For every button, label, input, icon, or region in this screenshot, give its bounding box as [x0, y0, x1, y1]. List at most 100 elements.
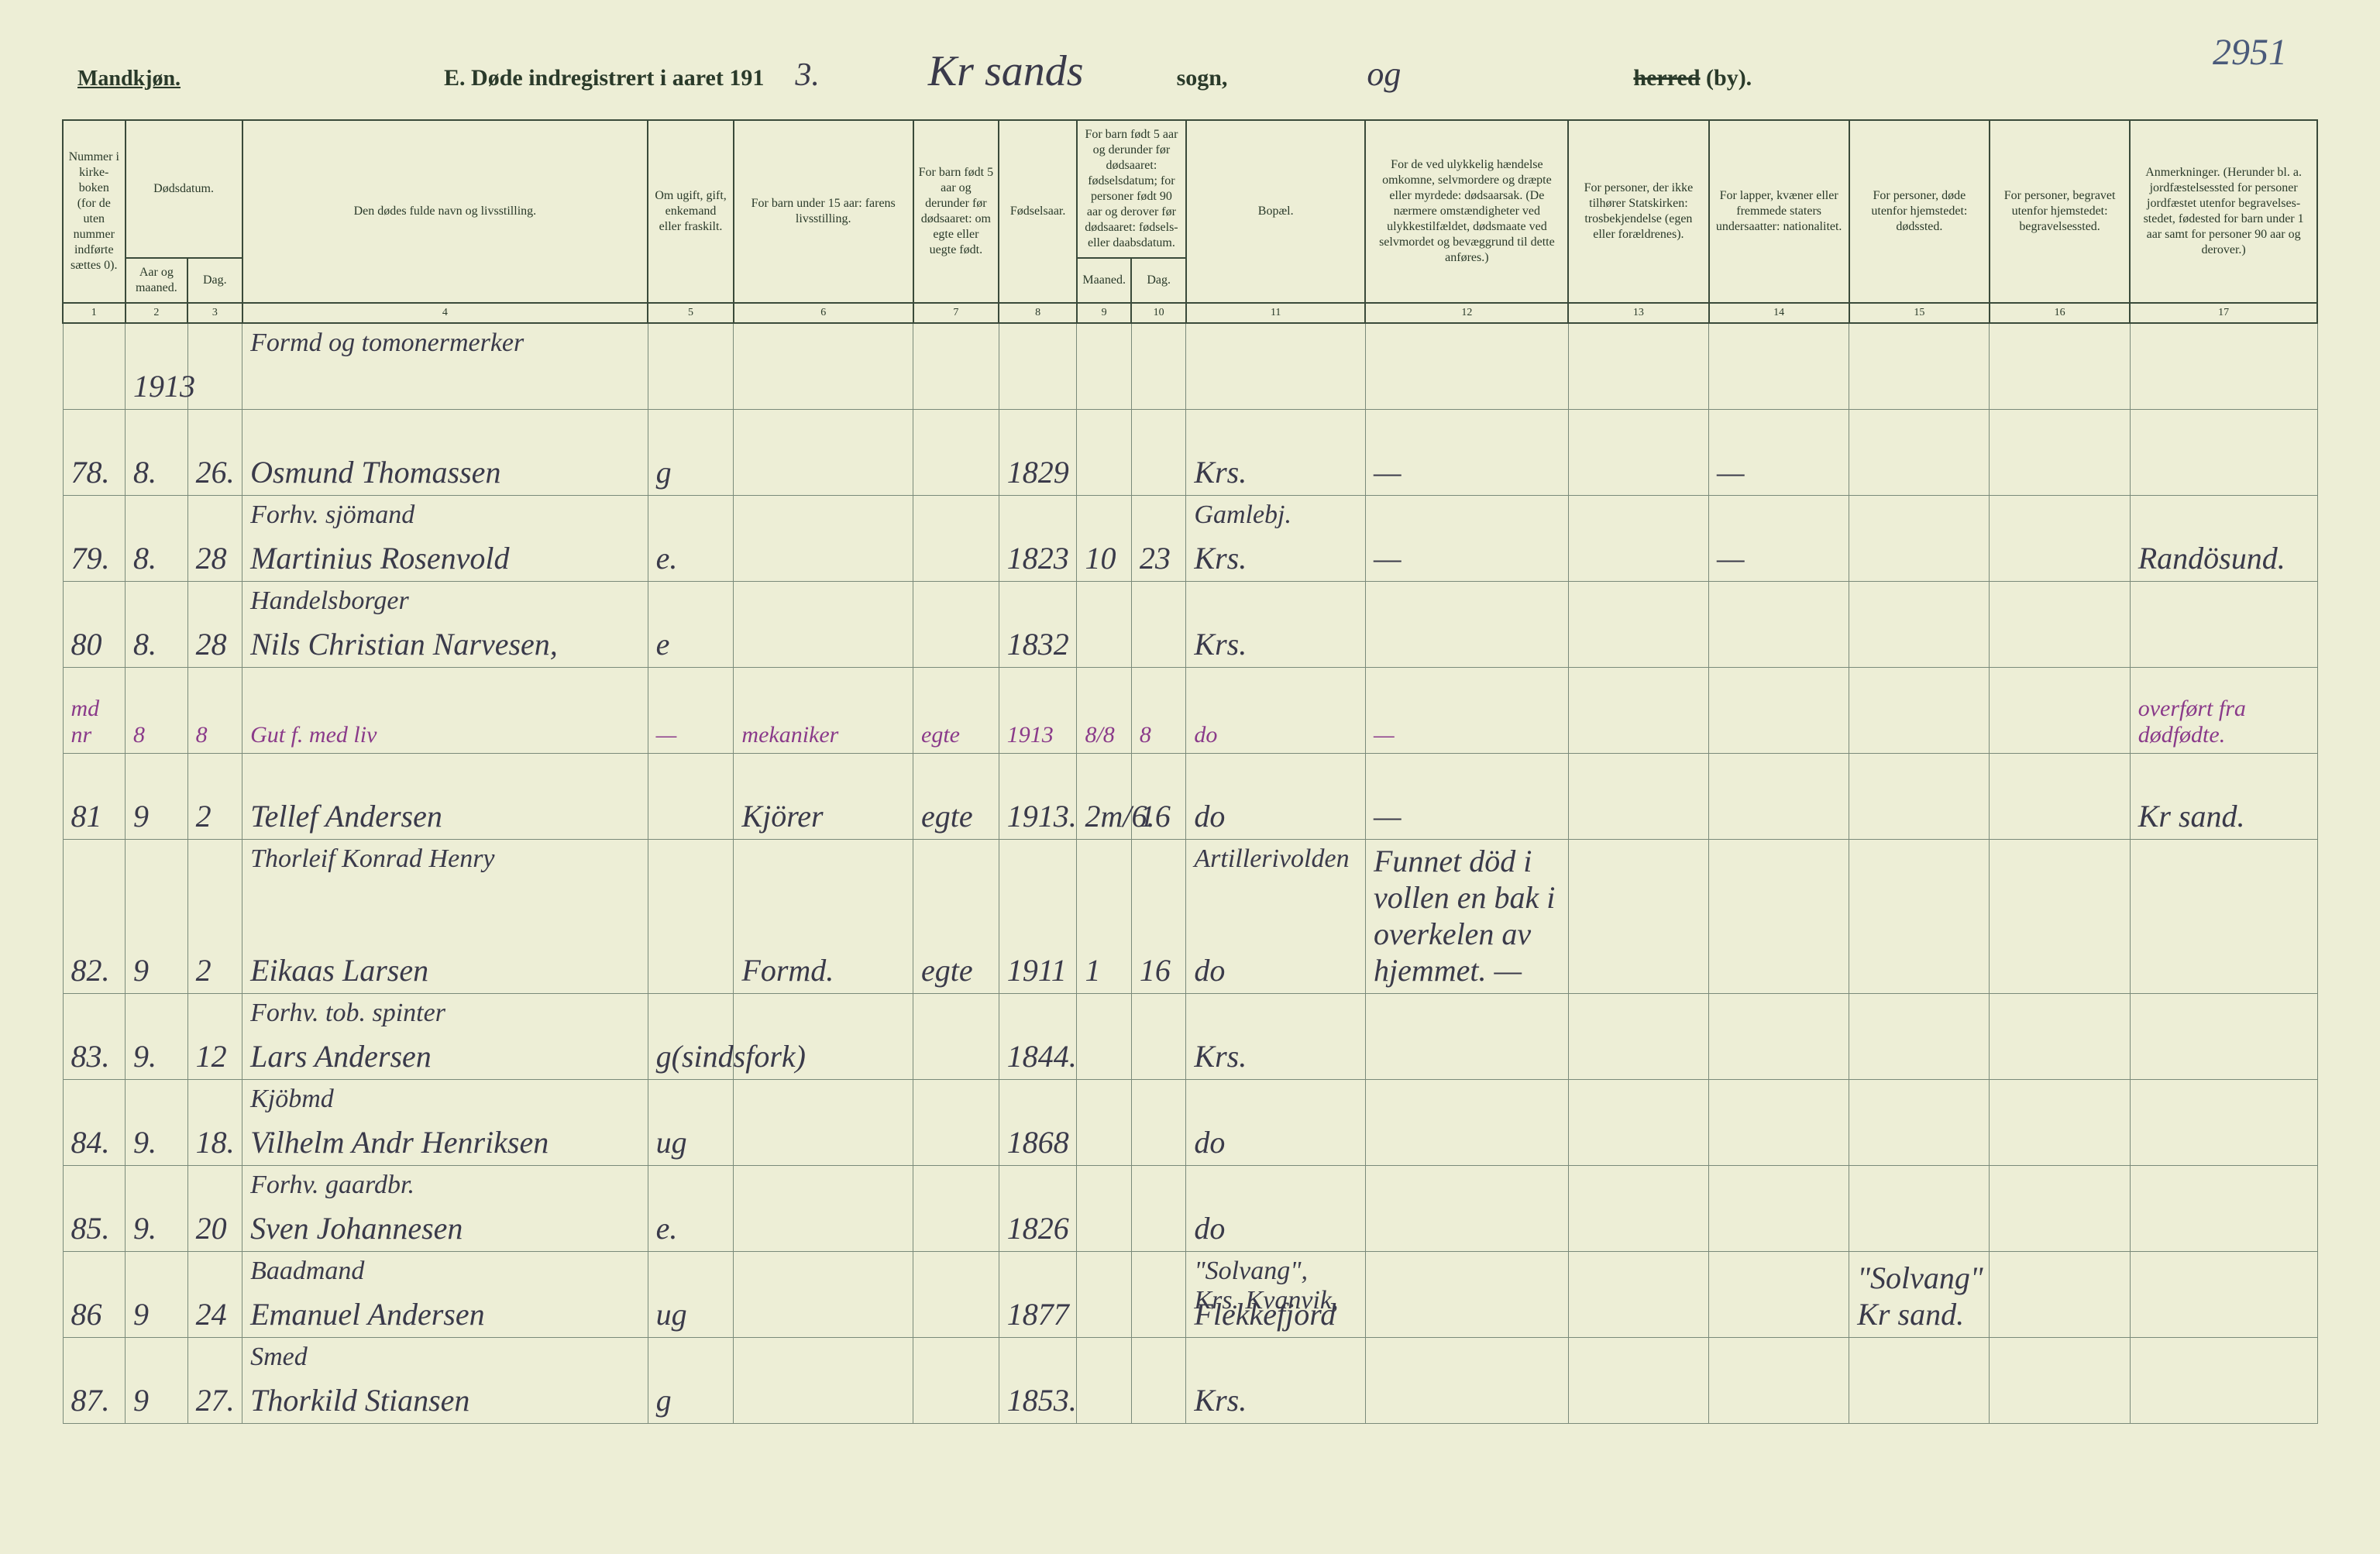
table-row: md nr88Gut f. med liv—mekanikeregte19138… — [63, 668, 2317, 754]
cell-c16 — [1990, 1252, 2130, 1338]
cell-dg: 8 — [1131, 668, 1185, 754]
cell-far — [734, 1166, 913, 1252]
cell-anm — [2130, 1166, 2317, 1252]
col-header-4: Den dødes fulde navn og livsstilling. — [242, 120, 648, 303]
table-row: 1913Formd og tomonermerker — [63, 323, 2317, 410]
cell-aar: 9. — [126, 1080, 188, 1166]
col-header-8: Fødsels­aar. — [999, 120, 1077, 303]
dag: 8 — [196, 722, 234, 748]
mnd: 1 — [1085, 952, 1123, 988]
name-top: Thorleif Konrad Henry — [250, 844, 640, 874]
gender-label: Mandkjøn. — [77, 67, 181, 91]
cell-ulykk: — — [1365, 410, 1568, 496]
cell-dag: 2 — [187, 840, 242, 994]
cell-bopael: Gamlebj.Krs. — [1186, 496, 1366, 582]
cell-fods: 1844. — [999, 994, 1077, 1080]
bopael: do — [1194, 952, 1357, 988]
cell-dag: 18. — [187, 1080, 242, 1166]
num: 87. — [71, 1382, 118, 1418]
cell-mnd — [1077, 1338, 1131, 1424]
cell-dg — [1131, 1338, 1185, 1424]
og-script: og — [1367, 54, 1401, 94]
cell-c16 — [1990, 582, 2130, 668]
cell-far: Kjörer — [734, 754, 913, 840]
col-header-9-top: For barn født 5 aar og der­under før død… — [1077, 120, 1186, 258]
bopael-top: Artillerivolden — [1194, 844, 1357, 874]
name-top: Smed — [250, 1343, 640, 1372]
colnum: 10 — [1131, 303, 1185, 323]
bopael: Krs. — [1194, 540, 1357, 576]
name-top: Forhv. gaardbr. — [250, 1171, 640, 1200]
cell-fods: 1826 — [999, 1166, 1077, 1252]
barn5: egte — [921, 798, 991, 834]
cell-ulykk — [1365, 994, 1568, 1080]
fods: 1832 — [1007, 626, 1069, 662]
cell-ug: ug — [648, 1080, 734, 1166]
cell-name: BaadmandEmanuel Andersen — [242, 1252, 648, 1338]
cell-far — [734, 994, 913, 1080]
mnd: 10 — [1085, 540, 1123, 576]
bopael: Krs. — [1194, 1038, 1357, 1074]
cell-c16 — [1990, 1166, 2130, 1252]
cell-c13 — [1568, 1080, 1708, 1166]
cell-c14 — [1709, 582, 1849, 668]
ulykk: — — [1374, 722, 1560, 748]
mnd: 2m/6. — [1085, 798, 1123, 834]
cell-c15 — [1849, 582, 1990, 668]
cell-ulykk — [1365, 1166, 1568, 1252]
cell-dg — [1131, 994, 1185, 1080]
cell-mnd: 8/8 — [1077, 668, 1131, 754]
cell-num: 83. — [63, 994, 126, 1080]
name: Gut f. med liv — [250, 722, 640, 748]
col-header-11: Bopæl. — [1186, 120, 1366, 303]
cell-mnd — [1077, 582, 1131, 668]
cell-name: Formd og tomonermerker — [242, 323, 648, 410]
cell-c16 — [1990, 1080, 2130, 1166]
cell-barn5 — [913, 496, 999, 582]
ug: e — [656, 626, 726, 662]
register-table: Nummer i kirke­boken (for de uten nummer… — [62, 119, 2318, 1424]
cell-anm: Kr sand. — [2130, 754, 2317, 840]
column-numbers-row: 1 2 3 4 5 6 7 8 9 10 11 12 13 14 15 16 1… — [63, 303, 2317, 323]
cell-ug: — — [648, 668, 734, 754]
cell-ulykk — [1365, 1080, 1568, 1166]
cell-mnd — [1077, 1166, 1131, 1252]
cell-name: Tellef Andersen — [242, 754, 648, 840]
dg: 16 — [1140, 798, 1178, 834]
cell-ulykk — [1365, 323, 1568, 410]
cell-barn5 — [913, 582, 999, 668]
aar: 9. — [133, 1210, 180, 1246]
cell-dag: 12 — [187, 994, 242, 1080]
col-header-5: Om ugift, gift, enke­mand eller fraskilt… — [648, 120, 734, 303]
cell-fods: 1913 — [999, 668, 1077, 754]
cell-c13 — [1568, 1338, 1708, 1424]
cell-bopael: do — [1186, 1166, 1366, 1252]
num: 80 — [71, 626, 118, 662]
cell-name: Forhv. gaardbr. Sven Johannesen — [242, 1166, 648, 1252]
name: Sven Johannesen — [250, 1210, 640, 1246]
colnum: 6 — [734, 303, 913, 323]
cell-aar: 8. — [126, 496, 188, 582]
table-row: 808.28HandelsborgerNils Christian Narves… — [63, 582, 2317, 668]
aar: 9 — [133, 1296, 180, 1332]
cell-fods: 1911 — [999, 840, 1077, 994]
name-top: Handelsborger — [250, 586, 640, 616]
cell-c16 — [1990, 1338, 2130, 1424]
cell-anm — [2130, 1338, 2317, 1424]
page-header: Mandkjøn. E. Døde indregistrert i aaret … — [62, 46, 2318, 96]
cell-barn5: egte — [913, 668, 999, 754]
num: 83. — [71, 1038, 118, 1074]
table-row: 84.9.18.KjöbmdVilhelm Andr Henriksenug18… — [63, 1080, 2317, 1166]
cell-ulykk: Funnet död i vollen en bak i overkelen a… — [1365, 840, 1568, 994]
title-prefix: E. Døde indregistrert i aaret 191 — [444, 65, 764, 91]
cell-mnd: 2m/6. — [1077, 754, 1131, 840]
c15: "Solvang" Kr sand. — [1857, 1260, 1981, 1332]
cell-aar: 9 — [126, 1338, 188, 1424]
cell-c15 — [1849, 1166, 1990, 1252]
cell-c14 — [1709, 1080, 1849, 1166]
num: 86 — [71, 1296, 118, 1332]
cell-fods: 1877 — [999, 1252, 1077, 1338]
barn5: egte — [921, 722, 991, 748]
cell-ulykk: — — [1365, 668, 1568, 754]
dag: 18. — [196, 1124, 234, 1160]
